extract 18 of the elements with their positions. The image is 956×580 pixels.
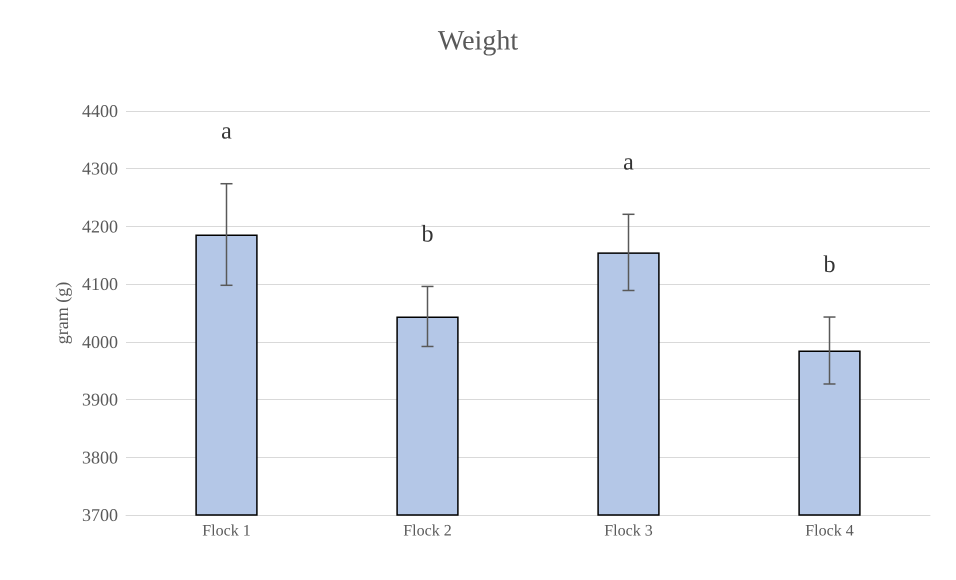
- y-tick-label: 4100: [82, 274, 118, 294]
- annotation: b: [422, 221, 434, 248]
- x-tick-label: Flock 2: [403, 522, 452, 540]
- annotation: b: [824, 252, 836, 278]
- y-tick-label: 4000: [82, 332, 118, 352]
- y-tick-label: 3800: [82, 447, 118, 468]
- y-axis-title: gram (g): [52, 282, 72, 344]
- chart-title: Weight: [438, 26, 518, 56]
- y-tick-label: 4300: [82, 158, 118, 179]
- y-tick-label: 3900: [82, 390, 118, 410]
- y-tick-label: 3700: [82, 505, 118, 525]
- x-tick-label: Flock 4: [805, 522, 854, 540]
- x-tick-label: Flock 3: [604, 522, 653, 540]
- y-tick-label: 4200: [82, 216, 118, 236]
- y-tick-label: 4400: [82, 101, 118, 121]
- annotation: a: [221, 118, 232, 145]
- annotation: a: [623, 149, 634, 176]
- x-tick-label: Flock 1: [202, 522, 251, 540]
